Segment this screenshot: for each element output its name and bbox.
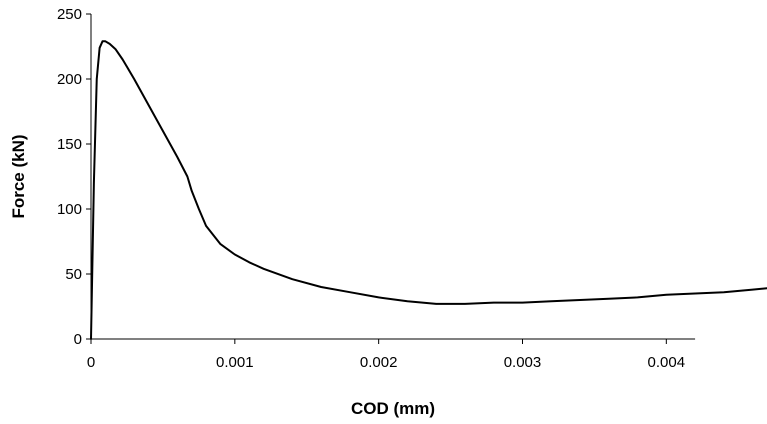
y-tick-label: 150 bbox=[57, 136, 82, 153]
force-cod-series-line bbox=[90, 40, 767, 340]
y-axis-title: Force (kN) bbox=[9, 134, 28, 218]
y-tick-label: 0 bbox=[74, 331, 82, 348]
y-tick-label: 250 bbox=[57, 6, 82, 23]
x-axis-title: COD (mm) bbox=[351, 399, 435, 418]
x-tick-label: 0.001 bbox=[216, 354, 254, 371]
y-ticks: 0 50 100 150 200 250 bbox=[57, 6, 91, 348]
y-tick-label: 200 bbox=[57, 71, 82, 88]
x-tick-label: 0.003 bbox=[504, 354, 542, 371]
y-tick-label: 50 bbox=[65, 266, 82, 283]
y-tick-label: 100 bbox=[57, 201, 82, 218]
plot-area: 0 50 100 150 200 250 0 0.001 0.002 0.003 0.004 bbox=[57, 6, 767, 371]
x-tick-label: 0.002 bbox=[360, 354, 398, 371]
x-tick-label: 0.004 bbox=[648, 354, 686, 371]
x-tick-label: 0 bbox=[87, 354, 95, 371]
x-ticks: 0 0.001 0.002 0.003 0.004 bbox=[87, 339, 685, 371]
